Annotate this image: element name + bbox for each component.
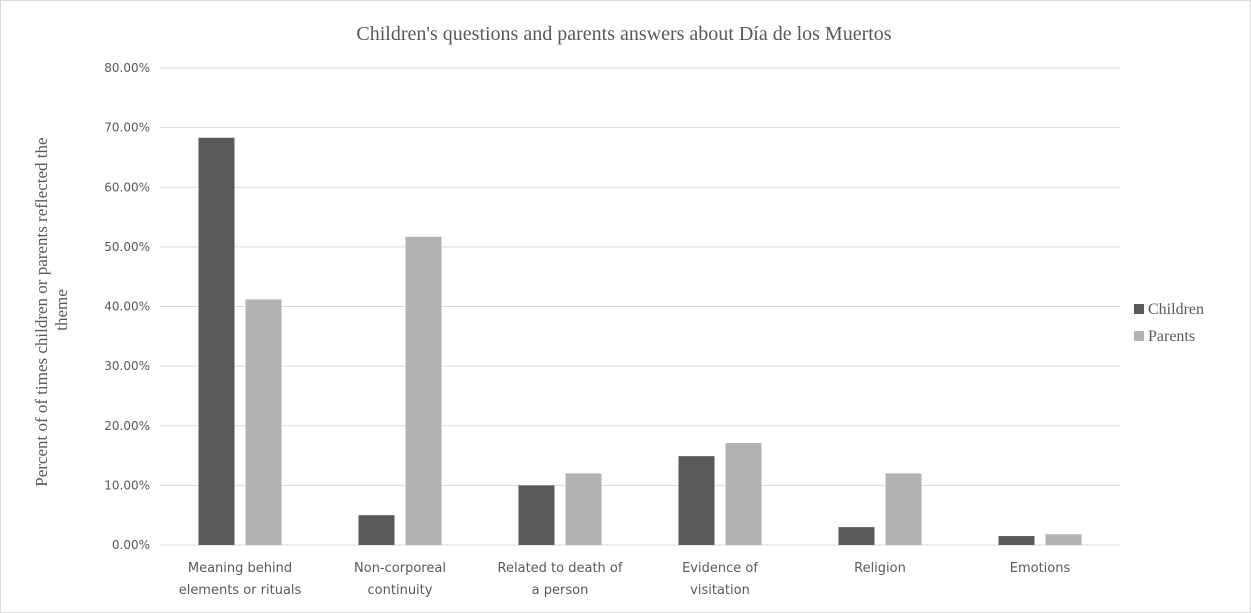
x-axis-categories: Meaning behind elements or rituals Non-cor…: [179, 561, 1071, 598]
y-tick-label: 60.00%: [104, 180, 150, 194]
x-category-label-line: Evidence of: [682, 561, 758, 576]
legend: Children Parents: [1134, 301, 1204, 345]
bar-children-2: [518, 485, 555, 545]
bar-children-3: [678, 456, 715, 545]
bar-children-0: [198, 137, 235, 546]
x-category-label-line: Non-corporeal: [354, 561, 446, 576]
legend-swatch-children: [1134, 304, 1144, 314]
y-tick-label: 40.00%: [104, 300, 150, 314]
bar-parents-0: [245, 299, 282, 545]
y-axis-ticks: 0.00% 10.00% 20.00% 30.00% 40.00% 50.00% 60.00…: [104, 61, 150, 552]
x-category-label: Religion: [854, 561, 906, 576]
y-tick-label: 50.00%: [104, 240, 150, 254]
x-category-label: Meaning behind elements or rituals: [179, 561, 302, 598]
legend-label-parents: Parents: [1148, 328, 1195, 345]
bar-parents-3: [725, 443, 762, 545]
bar-children-5: [998, 536, 1035, 545]
x-category-label-line: visitation: [690, 583, 750, 598]
bars: [198, 137, 1082, 546]
y-tick-label: 0.00%: [112, 538, 150, 552]
y-axis-label: Percent of of times children or parents …: [32, 133, 71, 487]
bar-parents-5: [1045, 534, 1082, 545]
legend-swatch-parents: [1134, 331, 1144, 341]
x-category-label-line: Related to death of: [498, 561, 623, 576]
y-tick-label: 80.00%: [104, 61, 150, 75]
y-tick-label: 20.00%: [104, 419, 150, 433]
x-category-label: Related to death of a person: [498, 561, 623, 598]
chart-title: Children's questions and parents answers…: [356, 23, 891, 45]
y-axis-label-line-1: Percent of of times children or parents …: [32, 137, 51, 486]
x-category-label-line: continuity: [368, 583, 433, 598]
bar-parents-4: [885, 473, 922, 545]
x-category-label-line: Emotions: [1010, 561, 1071, 576]
x-category-label: Emotions: [1010, 561, 1071, 576]
y-tick-label: 70.00%: [104, 121, 150, 135]
x-category-label-line: elements or rituals: [179, 583, 302, 598]
y-tick-label: 10.00%: [104, 478, 150, 492]
bar-children-1: [358, 515, 395, 545]
x-category-label-line: Meaning behind: [188, 561, 292, 576]
bar-parents-1: [405, 236, 442, 545]
x-category-label-line: Religion: [854, 561, 906, 576]
gridlines: [160, 67, 1120, 546]
bar-children-4: [838, 527, 875, 545]
legend-label-children: Children: [1148, 301, 1204, 318]
y-axis-label-line-2: theme: [52, 289, 71, 331]
bar-parents-2: [565, 473, 602, 545]
x-category-label-line: a person: [532, 583, 589, 598]
x-category-label: Non-corporeal continuity: [354, 561, 446, 598]
y-tick-label: 30.00%: [104, 359, 150, 373]
x-category-label: Evidence of visitation: [682, 561, 758, 598]
